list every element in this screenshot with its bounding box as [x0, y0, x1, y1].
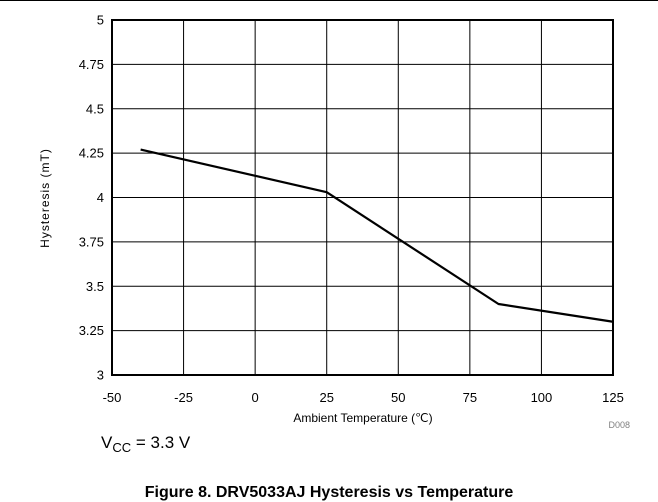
series-layer — [140, 148, 614, 323]
plot-frame — [111, 19, 614, 376]
x-tick-label: 0 — [252, 390, 259, 405]
y-axis-title: Hysteresis (mT) — [38, 148, 52, 248]
figure-caption: Figure 8. DRV5033AJ Hysteresis vs Temper… — [144, 484, 514, 501]
y-tick-label: 4 — [97, 190, 104, 205]
y-tick-label: 3 — [97, 368, 104, 383]
operating-condition: VCC = 3.3 V — [101, 433, 190, 455]
x-tick-labels: -50 -25 0 25 50 75 100 125 — [103, 390, 624, 405]
condition-symbol: V — [101, 433, 113, 452]
x-tick-label: 50 — [391, 390, 405, 405]
top-rule — [0, 0, 658, 1]
y-tick-label: 4.75 — [79, 57, 104, 72]
y-tick-labels: 3 3.25 3.5 3.75 4 4.25 4.5 4.75 5 — [79, 13, 104, 383]
y-tick-label: 3.25 — [79, 323, 104, 338]
y-tick-label: 5 — [97, 13, 104, 28]
x-tick-label: 125 — [602, 390, 624, 405]
x-tick-label: 25 — [319, 390, 333, 405]
figure-code: D008 — [608, 420, 630, 430]
condition-subscript: CC — [112, 440, 132, 455]
hysteresis-line — [140, 148, 614, 323]
y-tick-label: 4.25 — [79, 146, 104, 161]
x-tick-label: 100 — [531, 390, 553, 405]
y-tick-label: 4.5 — [86, 101, 104, 116]
y-tick-label: 3.5 — [86, 279, 104, 294]
grid — [112, 20, 613, 375]
x-tick-label: -50 — [103, 390, 122, 405]
x-tick-label: -25 — [174, 390, 193, 405]
y-tick-label: 3.75 — [79, 234, 104, 249]
x-axis-title: Ambient Temperature (℃) — [293, 411, 432, 425]
condition-value: = 3.3 V — [135, 433, 191, 452]
x-tick-label: 75 — [463, 390, 477, 405]
